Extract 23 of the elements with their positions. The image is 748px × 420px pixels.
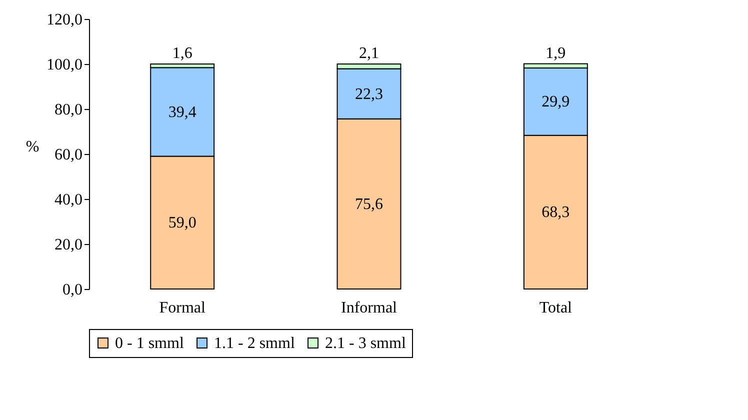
- y-tick-label: 20,0: [54, 236, 82, 254]
- data-label: 68,3: [542, 204, 570, 222]
- data-label: 59,0: [168, 214, 196, 232]
- data-label: 22,3: [355, 86, 383, 103]
- y-tick-label: 40,0: [54, 192, 82, 208]
- y-tick-label: 60,0: [54, 146, 82, 164]
- data-label: 75,6: [355, 196, 383, 213]
- data-label: 2,1: [359, 45, 379, 62]
- x-tick-label: Total: [539, 300, 573, 316]
- y-tick-label: 120,0: [46, 12, 82, 28]
- y-tick-label: 100,0: [46, 56, 82, 74]
- data-label: 1,6: [172, 45, 192, 62]
- legend-label: 0 - 1 smml: [115, 335, 184, 352]
- y-axis-title: %: [26, 138, 40, 156]
- legend-label: 1.1 - 2 smml: [214, 335, 296, 352]
- legend-label: 2.1 - 3 smml: [325, 335, 406, 352]
- x-tick-label: Informal: [341, 300, 398, 316]
- y-tick-label: 80,0: [54, 102, 82, 118]
- data-label: 29,9: [542, 94, 570, 111]
- x-tick-label: Formal: [159, 300, 206, 316]
- data-label: 1,9: [546, 44, 566, 62]
- data-label: 39,4: [168, 104, 196, 121]
- y-tick-label: 0,0: [62, 282, 82, 298]
